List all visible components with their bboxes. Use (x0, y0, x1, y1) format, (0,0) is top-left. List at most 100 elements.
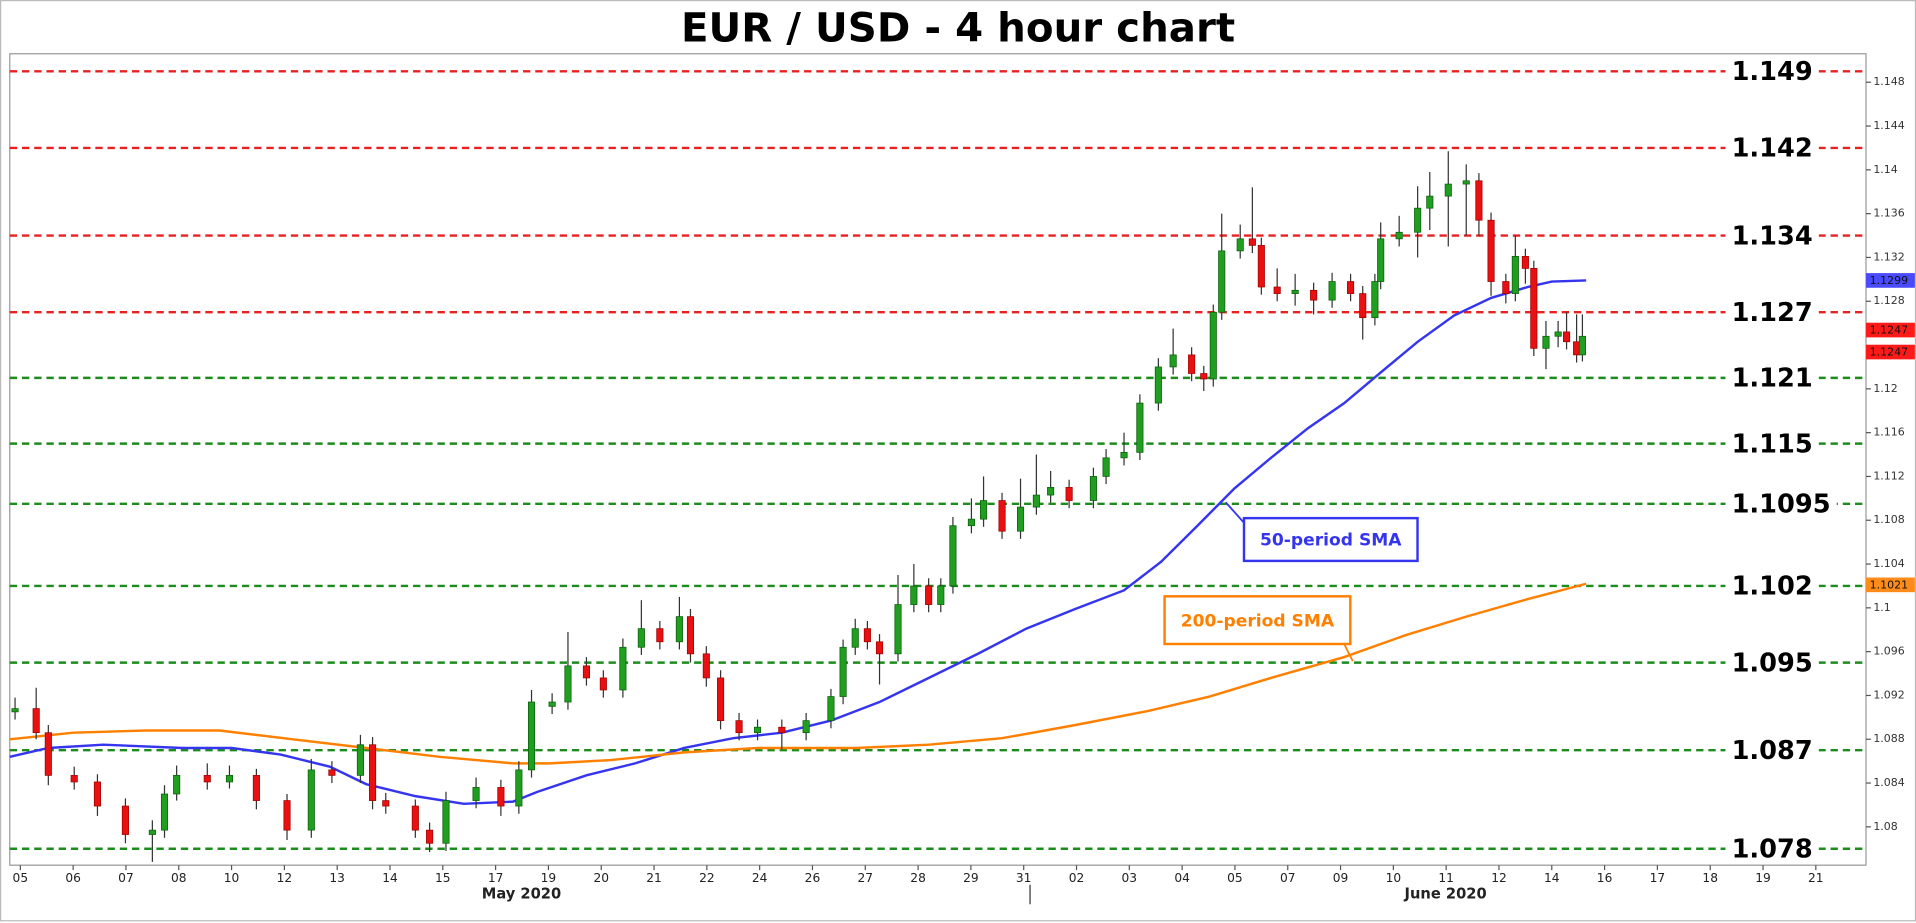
candle-body (1462, 180, 1470, 185)
candle-body (1209, 311, 1217, 380)
candle-body (1200, 373, 1208, 380)
candle-body (1089, 476, 1097, 501)
level-label: 1.115 (1732, 429, 1813, 459)
month-label: June 2020 (1404, 886, 1487, 903)
candle-body (656, 628, 664, 643)
level-label-bg (1725, 735, 1819, 765)
candle-body (426, 829, 434, 844)
candle-body (980, 500, 988, 520)
candle-body (1169, 354, 1177, 368)
x-tick-label: 21 (646, 871, 662, 885)
candle-body (894, 604, 902, 655)
x-tick-label: 05 (13, 871, 29, 885)
candle-body (497, 787, 505, 807)
candle-body (937, 585, 945, 605)
x-tick-label: 20 (593, 871, 609, 885)
candle-body (1328, 281, 1336, 301)
candle-body (1573, 341, 1581, 356)
x-tick-label: 24 (752, 871, 768, 885)
chart-title: EUR / USD - 4 hour chart (681, 5, 1235, 52)
level-label: 1.127 (1732, 298, 1813, 328)
month-label: May 2020 (482, 886, 561, 903)
level-label: 1.121 (1732, 364, 1813, 394)
annotation-box (1242, 516, 1419, 563)
candle-body (910, 585, 918, 605)
level-label: 1.087 (1732, 736, 1813, 766)
price-tag-label: 1.1247 (1870, 324, 1908, 337)
x-tick-label: 10 (224, 871, 240, 885)
candle-body (1475, 180, 1483, 221)
x-tick-label: 10 (1386, 871, 1402, 885)
candle-body (1578, 335, 1586, 356)
y-tick-label: 1.136 (1873, 207, 1904, 220)
candle-body (735, 720, 743, 734)
price-tag-label: 1.1247 (1870, 346, 1908, 359)
y-tick-label: 1.104 (1873, 557, 1904, 570)
x-tick-label: 18 (1702, 871, 1718, 885)
candle-body (382, 800, 390, 807)
x-tick-label: 17 (1650, 871, 1666, 885)
level-label-bg (1725, 56, 1819, 86)
candle-body (1310, 289, 1318, 301)
candle-body (121, 805, 129, 835)
price-tag (1865, 344, 1915, 360)
candle-body (686, 616, 695, 655)
x-tick-label: 06 (65, 871, 81, 885)
candle-body (148, 829, 156, 835)
candle-body (93, 781, 101, 807)
y-tick-label: 1.092 (1873, 688, 1904, 701)
candle-body (1248, 238, 1256, 246)
level-label: 1.134 (1732, 221, 1813, 251)
price-tag-label: 1.1299 (1870, 274, 1908, 287)
candle-body (851, 628, 859, 648)
x-tick-label: 07 (1280, 871, 1296, 885)
level-label-bg (1725, 133, 1819, 163)
x-tick-label: 04 (1174, 871, 1190, 885)
level-label-bg (1725, 220, 1819, 251)
candle-body (1563, 331, 1571, 343)
candle-body (1120, 451, 1128, 459)
candle-body (1154, 366, 1162, 404)
price-tag (1865, 577, 1915, 593)
x-tick-label: 13 (329, 871, 345, 885)
y-tick-label: 1.132 (1873, 250, 1904, 263)
y-tick-label: 1.108 (1873, 513, 1904, 526)
x-tick-label: 08 (171, 871, 187, 885)
candle-body (675, 616, 683, 643)
y-tick-label: 1.148 (1873, 75, 1904, 88)
candle-body (863, 628, 871, 643)
candle-body (1554, 331, 1562, 337)
candle-body (411, 805, 419, 831)
candle-body (1218, 250, 1226, 313)
candle-body (307, 769, 315, 831)
level-label-bg (1725, 489, 1837, 519)
candle-body (778, 726, 786, 734)
candle-body (1530, 268, 1538, 349)
level-label-bg (1725, 363, 1819, 393)
x-tick-label: 03 (1122, 871, 1138, 885)
sma-line (9, 279, 1587, 806)
candle-body (1511, 255, 1519, 294)
candle-body (527, 701, 536, 771)
y-tick-label: 1.088 (1873, 732, 1904, 745)
candle-body (1257, 245, 1265, 288)
candle-body (1136, 402, 1144, 453)
x-tick-label: 26 (805, 871, 821, 885)
candle-body (1032, 494, 1040, 508)
y-tick-label: 1.12 (1873, 382, 1897, 395)
plot-frame (9, 53, 1867, 866)
y-tick-label: 1.112 (1873, 469, 1904, 482)
candle-body (1426, 195, 1434, 209)
candle-body (173, 775, 181, 795)
y-tick-label: 1.144 (1873, 119, 1904, 132)
annotation-label: 200-period SMA (1181, 611, 1335, 631)
x-tick-label: 29 (963, 871, 979, 885)
level-label-bg (1725, 297, 1819, 327)
candle-body (356, 744, 364, 776)
candle-body (1502, 281, 1510, 294)
annotation-label: 50-period SMA (1260, 531, 1402, 551)
x-tick-label: 22 (699, 871, 715, 885)
